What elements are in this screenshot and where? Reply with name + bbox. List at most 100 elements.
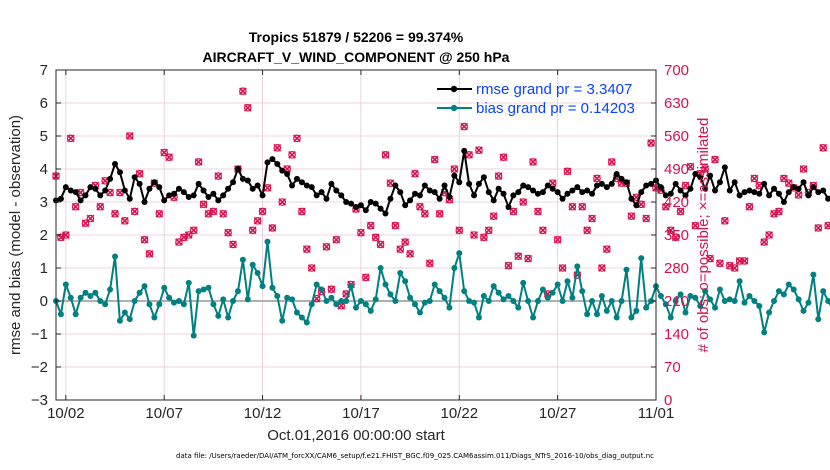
series-point-bias bbox=[559, 298, 566, 304]
series-point-bias bbox=[62, 281, 69, 288]
series-point-bias bbox=[657, 293, 664, 300]
series-point-bias bbox=[225, 314, 232, 321]
series-point-bias bbox=[554, 281, 561, 288]
obs-assimilated-marker bbox=[263, 183, 272, 192]
series-point-bias bbox=[687, 293, 694, 300]
obs-possible-marker bbox=[332, 235, 341, 244]
series-point-rmse bbox=[313, 192, 320, 199]
y-right-tick-label: 280 bbox=[664, 260, 689, 277]
obs-assimilated-marker bbox=[425, 259, 434, 268]
series-point-bias bbox=[92, 289, 99, 296]
series-point-rmse bbox=[116, 169, 123, 176]
series-point-bias bbox=[584, 311, 591, 318]
series-point-rmse bbox=[234, 166, 241, 172]
series-point-rmse bbox=[662, 192, 669, 199]
y-right-tick-label: 70 bbox=[664, 359, 681, 376]
series-point-bias bbox=[87, 293, 94, 300]
obs-assimilated-marker bbox=[214, 172, 223, 180]
obs-possible-marker bbox=[642, 214, 650, 223]
series-point-bias bbox=[151, 314, 158, 321]
y-right-tick-label: 700 bbox=[664, 62, 689, 79]
obs-possible-marker bbox=[480, 233, 488, 242]
series-point-rmse bbox=[97, 192, 104, 199]
obs-possible-marker bbox=[686, 162, 695, 171]
obs-assimilated-marker bbox=[691, 221, 700, 230]
obs-possible-marker bbox=[514, 252, 523, 261]
series-point-rmse bbox=[712, 187, 719, 194]
series-point-rmse bbox=[598, 180, 605, 187]
series-point-rmse bbox=[726, 187, 733, 194]
series-point-rmse bbox=[57, 195, 64, 202]
obs-assimilated-marker bbox=[396, 245, 405, 254]
series-point-rmse bbox=[475, 180, 482, 187]
series-point-bias bbox=[736, 278, 743, 285]
series-point-bias bbox=[589, 298, 596, 304]
obs-assimilated-marker bbox=[430, 155, 439, 164]
obs-assimilated-marker bbox=[539, 226, 547, 235]
obs-assimilated-marker bbox=[199, 200, 208, 209]
series-point-bias bbox=[121, 309, 128, 316]
series-point-rmse bbox=[156, 184, 163, 191]
series-point-rmse bbox=[539, 189, 546, 196]
obs-assimilated-marker bbox=[140, 235, 149, 244]
obs-possible-marker bbox=[376, 240, 385, 249]
series-point-rmse bbox=[308, 184, 315, 191]
series-point-rmse bbox=[593, 182, 600, 189]
obs-possible-marker bbox=[706, 254, 714, 263]
legend: rmse grand pr = 3.3407 bias grand pr = 0… bbox=[437, 81, 635, 117]
series-point-rmse bbox=[249, 185, 256, 192]
series-point-rmse bbox=[530, 187, 537, 194]
series-point-bias bbox=[239, 256, 246, 263]
series-point-bias bbox=[731, 298, 738, 304]
obs-possible-marker bbox=[391, 221, 400, 230]
series-point-rmse bbox=[230, 179, 237, 186]
series-point-bias bbox=[180, 301, 187, 308]
series-point-rmse bbox=[790, 184, 797, 191]
series-point-rmse bbox=[407, 197, 414, 204]
series-point-bias bbox=[112, 253, 119, 260]
series-point-rmse bbox=[131, 174, 138, 181]
obs-possible-marker bbox=[735, 257, 744, 265]
obs-assimilated-marker bbox=[194, 158, 203, 166]
series-point-rmse bbox=[461, 147, 468, 154]
legend-rmse-marker bbox=[450, 85, 458, 93]
series-point-bias bbox=[525, 298, 532, 304]
series-point-rmse bbox=[402, 202, 409, 209]
series-point-rmse bbox=[323, 195, 330, 202]
obs-assimilated-marker bbox=[480, 233, 488, 242]
series-point-bias bbox=[387, 291, 394, 298]
series-point-bias bbox=[431, 281, 438, 288]
obs-possible-marker bbox=[268, 224, 277, 232]
series-point-bias bbox=[333, 301, 340, 308]
obs-possible-marker bbox=[71, 202, 80, 211]
obs-possible-marker bbox=[298, 207, 306, 216]
left-y-axis: −3 −2 −1 0 1 2 3 4 5 6 7 bbox=[31, 62, 61, 409]
series-point-rmse bbox=[471, 192, 478, 199]
series-point-rmse bbox=[480, 174, 487, 181]
series-point-bias bbox=[466, 298, 473, 304]
obs-assimilated-marker bbox=[519, 198, 528, 206]
series-point-rmse bbox=[210, 190, 217, 197]
series-layer bbox=[53, 147, 830, 339]
series-point-bias bbox=[672, 298, 679, 304]
obs-possible-marker bbox=[603, 245, 611, 253]
series-point-rmse bbox=[136, 180, 143, 187]
obs-possible-marker bbox=[799, 165, 808, 173]
obs-possible-marker bbox=[111, 209, 119, 218]
series-point-bias bbox=[810, 271, 817, 278]
series-point-rmse bbox=[175, 185, 182, 192]
obs-assimilated-marker bbox=[750, 174, 759, 183]
series-point-bias bbox=[412, 301, 419, 308]
obs-possible-marker bbox=[66, 134, 75, 143]
series-point-rmse bbox=[82, 192, 89, 199]
series-point-bias bbox=[323, 298, 330, 304]
series-point-bias bbox=[126, 316, 133, 323]
obs-assimilated-marker bbox=[598, 264, 606, 272]
obs-possible-marker bbox=[450, 165, 459, 173]
obs-assimilated-marker bbox=[588, 214, 596, 223]
obs-possible-marker bbox=[711, 155, 719, 164]
series-point-rmse bbox=[67, 187, 74, 194]
obs-assimilated-marker bbox=[686, 162, 695, 171]
series-point-rmse bbox=[421, 182, 428, 189]
